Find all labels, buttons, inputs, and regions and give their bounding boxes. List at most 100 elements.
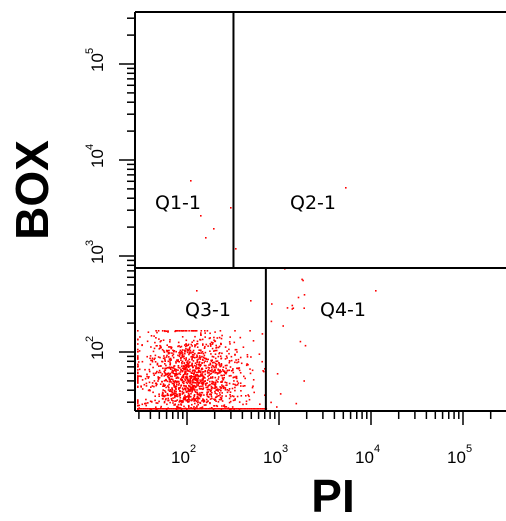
data-point <box>179 406 181 409</box>
data-point <box>165 367 168 370</box>
data-point <box>210 394 212 396</box>
data-point <box>192 330 195 332</box>
data-point <box>188 365 191 367</box>
data-point <box>211 359 213 361</box>
data-point <box>137 348 139 351</box>
data-point <box>149 389 151 392</box>
data-point <box>199 394 201 396</box>
data-point <box>186 372 189 375</box>
data-point <box>237 367 239 369</box>
data-point <box>200 407 203 409</box>
data-point <box>167 385 169 387</box>
data-point <box>190 387 192 390</box>
data-point <box>205 398 208 401</box>
data-point <box>169 361 171 363</box>
data-point <box>199 375 201 378</box>
data-point <box>172 349 174 352</box>
data-point <box>264 394 266 396</box>
data-point <box>226 357 228 359</box>
data-point <box>203 361 205 364</box>
data-point <box>141 360 144 363</box>
data-point <box>171 392 174 394</box>
data-point <box>176 376 179 378</box>
data-point <box>220 408 223 411</box>
data-point <box>184 352 186 355</box>
data-point <box>145 398 147 401</box>
data-point <box>173 393 176 395</box>
data-point <box>286 307 289 309</box>
data-point <box>246 408 248 410</box>
data-point <box>208 364 210 366</box>
data-point <box>228 341 231 343</box>
data-point <box>153 374 155 376</box>
data-point <box>176 383 178 386</box>
data-point <box>218 408 221 410</box>
data-point <box>198 363 201 366</box>
data-point <box>175 330 177 332</box>
data-point <box>232 383 235 385</box>
data-point <box>213 336 215 339</box>
data-point <box>195 408 197 410</box>
data-point <box>192 369 194 372</box>
data-point <box>184 369 187 371</box>
data-point <box>177 366 180 369</box>
data-point <box>174 368 176 370</box>
data-point <box>141 379 144 381</box>
data-point <box>166 344 168 346</box>
data-point <box>260 408 262 410</box>
data-point <box>189 361 191 363</box>
data-point <box>291 308 294 310</box>
data-point <box>167 331 169 333</box>
data-point <box>233 376 235 378</box>
data-point <box>224 381 226 384</box>
data-point <box>236 380 239 383</box>
data-point <box>185 348 187 350</box>
data-point <box>154 399 156 402</box>
data-point <box>213 350 215 352</box>
data-point <box>237 382 240 384</box>
data-point <box>225 355 228 357</box>
data-point <box>345 187 347 189</box>
data-point <box>182 391 185 394</box>
data-point <box>165 408 167 410</box>
data-point <box>206 370 209 372</box>
data-point <box>167 360 170 363</box>
data-point <box>215 371 217 374</box>
data-point <box>224 389 227 391</box>
data-point <box>184 366 187 369</box>
data-point <box>221 385 224 388</box>
data-point <box>159 408 161 410</box>
data-point <box>181 381 184 384</box>
data-point <box>204 351 207 354</box>
data-point <box>141 344 143 347</box>
data-point <box>238 408 241 411</box>
data-point <box>169 389 172 391</box>
data-point <box>185 381 188 384</box>
data-point <box>200 349 202 352</box>
data-point <box>196 408 199 410</box>
data-point <box>163 371 166 374</box>
data-point <box>216 408 218 410</box>
data-point <box>167 376 170 379</box>
data-point <box>169 362 172 365</box>
data-point <box>174 408 177 410</box>
data-point <box>167 351 170 354</box>
data-point <box>248 398 251 401</box>
data-point <box>216 373 219 375</box>
data-point <box>200 332 202 334</box>
data-point <box>166 350 168 353</box>
data-point <box>235 359 237 361</box>
data-point <box>256 408 258 410</box>
data-point <box>190 330 193 332</box>
data-point <box>224 364 227 367</box>
data-point <box>211 355 214 358</box>
data-point <box>177 345 179 348</box>
data-point <box>171 399 173 401</box>
data-point <box>156 408 158 410</box>
data-point <box>137 363 139 366</box>
data-point <box>186 369 189 371</box>
data-point <box>176 373 179 376</box>
data-point <box>190 386 193 389</box>
data-point <box>224 358 227 360</box>
